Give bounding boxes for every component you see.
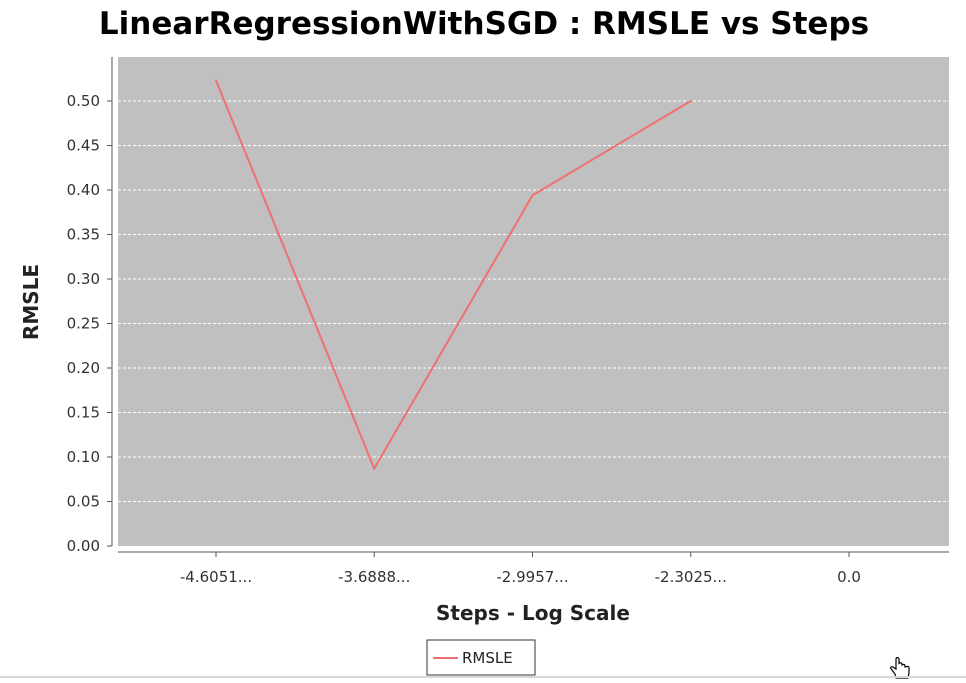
x-axis-label: Steps - Log Scale <box>436 601 630 625</box>
hand-cursor-icon <box>884 656 914 679</box>
y-axis-ticks: 0.00 0.05 0.10 0.15 0.20 0.25 0.30 0.35 0.40 0.45… <box>67 92 112 555</box>
legend: RMSLE <box>426 639 536 676</box>
x-tick-label: -3.6888... <box>338 568 410 586</box>
gridlines <box>118 100 949 502</box>
y-axis-label: RMSLE <box>19 264 43 340</box>
x-tick-label: -2.9957... <box>496 568 568 586</box>
plot-area <box>118 57 949 546</box>
y-tick-label: 0.10 <box>67 448 100 466</box>
x-tick-label: -2.3025... <box>655 568 727 586</box>
data-point <box>373 467 376 470</box>
data-point <box>531 194 534 197</box>
y-tick-label: 0.40 <box>67 181 100 199</box>
y-tick-label: 0.45 <box>67 137 100 155</box>
y-tick-label: 0.00 <box>67 537 100 555</box>
y-tick-label: 0.05 <box>67 493 100 511</box>
chart-title: LinearRegressionWithSGD : RMSLE vs Steps <box>99 6 869 42</box>
data-point <box>689 100 692 102</box>
data-point <box>215 79 217 82</box>
series-layer <box>215 79 692 471</box>
y-tick-label: 0.35 <box>67 226 100 244</box>
y-tick-label: 0.30 <box>67 270 100 288</box>
bottom-rule <box>0 676 966 678</box>
y-tick-label: 0.20 <box>67 359 100 377</box>
y-tick-label: 0.50 <box>67 92 100 110</box>
x-axis-ticks: -4.6051... -3.6888... -2.9957... -2.3025...… <box>180 552 861 586</box>
legend-label: RMSLE <box>462 649 513 667</box>
x-tick-label: 0.0 <box>837 568 861 586</box>
y-tick-label: 0.15 <box>67 404 100 422</box>
series-line-rmsle <box>215 80 692 471</box>
x-tick-label: -4.6051... <box>180 568 252 586</box>
y-tick-label: 0.25 <box>67 315 100 333</box>
